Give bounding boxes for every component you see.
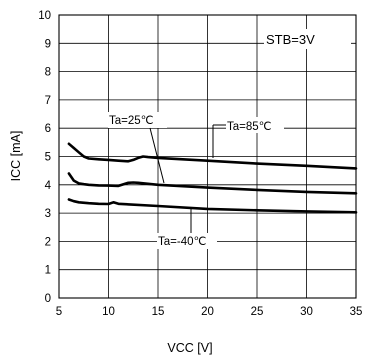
annotation-ta-25-text: Ta=25℃ <box>109 115 154 127</box>
x-tick-labels: 5 10 15 20 25 30 35 <box>56 306 363 318</box>
annotation-ta-25-leader <box>149 127 165 184</box>
annotation-ta-minus-40: Ta=-40℃ <box>157 207 217 249</box>
y-tick-label: 5 <box>45 152 51 164</box>
y-tick-label: 4 <box>45 180 52 192</box>
x-tick-label: 10 <box>102 306 115 318</box>
annotation-ta-85-text: Ta=85℃ <box>227 121 272 133</box>
y-tick-labels: 0 1 2 3 4 5 6 7 8 9 10 <box>38 10 51 305</box>
x-tick-label: 30 <box>300 306 313 318</box>
y-tick-label: 8 <box>45 67 51 79</box>
y-tick-label: 0 <box>45 293 51 305</box>
y-tick-label: 7 <box>45 95 51 107</box>
y-tick-label: 2 <box>45 236 51 248</box>
condition-label: STB=3V <box>266 32 315 47</box>
y-tick-label: 3 <box>45 208 51 220</box>
x-tick-label: 20 <box>201 306 214 318</box>
series-line-3 <box>67 198 358 214</box>
plot-frame <box>58 14 357 299</box>
y-tick-label: 9 <box>45 38 51 50</box>
series-line-1 <box>67 142 358 170</box>
condition-label-background <box>264 29 351 49</box>
annotation-ta-minus-40-text: Ta=-40℃ <box>158 236 206 248</box>
y-tick-label: 10 <box>38 10 51 22</box>
x-tick-label: 35 <box>350 306 363 318</box>
x-axis-title: VCC [V] <box>167 341 212 355</box>
x-tick-label: 25 <box>251 306 264 318</box>
y-tick-label: 6 <box>45 123 51 135</box>
y-axis-title: ICC [mA] <box>9 131 23 182</box>
series-curves <box>67 142 358 214</box>
annotation-ta-25: Ta=25℃ <box>108 112 167 184</box>
y-tick-label: 1 <box>45 265 51 277</box>
x-tick-label: 15 <box>152 306 165 318</box>
grid-lines <box>59 15 356 298</box>
x-tick-label: 5 <box>56 306 62 318</box>
annotation-ta-85: Ta=85℃ <box>212 117 284 158</box>
series-line-2 <box>67 172 358 195</box>
